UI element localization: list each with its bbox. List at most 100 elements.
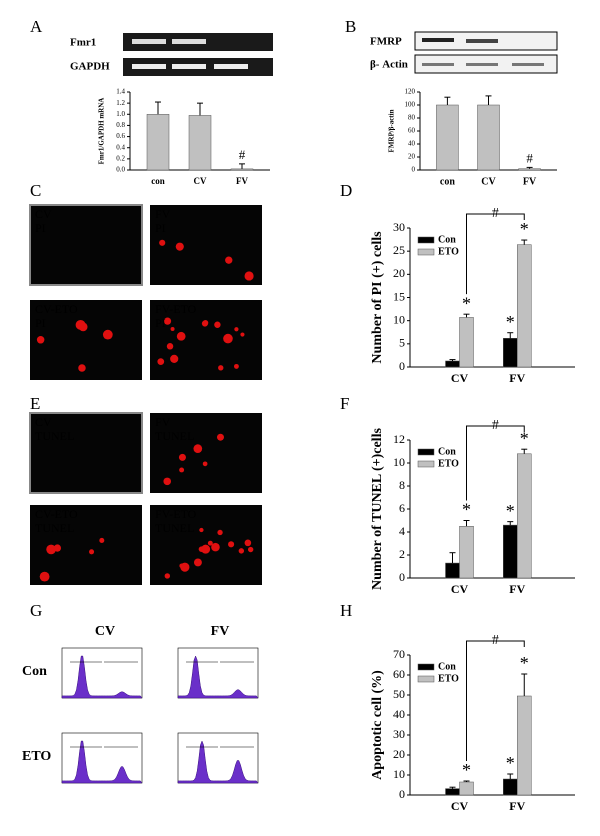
y-tick-label: 0.6 — [116, 132, 125, 140]
legend-label: ETO — [438, 246, 459, 257]
y-tick-label: 70 — [393, 647, 405, 661]
cell — [46, 544, 56, 555]
bar — [517, 695, 532, 796]
image-stain: TUNEL — [155, 429, 194, 443]
cell — [234, 327, 239, 332]
cell — [201, 320, 208, 327]
significance-marker: * — [520, 428, 529, 448]
cell — [157, 358, 165, 365]
cell — [99, 537, 105, 543]
y-tick-label: 50 — [393, 687, 405, 701]
y-tick-label: 0 — [399, 570, 405, 584]
panel-label: B — [345, 17, 356, 36]
band — [422, 63, 454, 66]
y-tick-label: 10 — [393, 455, 405, 469]
gel-label: FMRP — [370, 36, 402, 48]
bracket-label: # — [492, 418, 499, 433]
histogram — [61, 740, 143, 784]
row-label: ETO — [22, 749, 51, 764]
significance-marker: * — [462, 760, 471, 780]
y-axis-label: Number of PI (+) cells — [370, 231, 385, 364]
cell — [244, 539, 252, 547]
bar — [230, 168, 254, 171]
legend-swatch — [417, 248, 435, 256]
band — [422, 38, 454, 42]
column-label: CV — [95, 624, 115, 639]
histogram — [177, 655, 259, 699]
cell — [178, 453, 186, 461]
y-tick-label: 0 — [399, 787, 405, 801]
y-tick-label: 20 — [393, 266, 405, 280]
y-tick-label: 20 — [408, 153, 416, 161]
y-tick-label: 5 — [399, 336, 405, 350]
significance-marker: * — [506, 312, 515, 332]
x-tick-label: CV — [481, 176, 496, 187]
x-tick-label: FV — [236, 176, 248, 186]
image-stain: PI — [155, 221, 166, 235]
cell — [89, 549, 95, 555]
bar — [146, 114, 170, 171]
cell — [193, 558, 202, 567]
image-stain: TUNEL — [35, 521, 74, 535]
image-stain: TUNEL — [155, 521, 194, 535]
histogram — [177, 740, 259, 784]
y-tick-label: 100 — [405, 101, 416, 109]
y-tick-label: 80 — [408, 114, 416, 122]
micrograph — [30, 505, 142, 585]
cell — [159, 239, 166, 246]
bar — [503, 524, 518, 579]
image-stain: PI — [35, 221, 46, 235]
band — [132, 64, 166, 69]
legend-swatch — [417, 675, 435, 683]
cell — [198, 546, 205, 552]
panel-label: D — [340, 181, 352, 200]
y-tick-label: 1.0 — [116, 110, 125, 118]
micrograph — [150, 205, 262, 285]
legend-label: Con — [438, 446, 456, 457]
image-label: FV-ETO — [155, 302, 197, 316]
bar — [459, 526, 474, 579]
cell — [176, 331, 186, 341]
micrograph — [150, 300, 262, 380]
y-axis-label: FMRP/β-actin — [388, 109, 396, 152]
cell — [179, 467, 185, 473]
band — [466, 63, 498, 66]
bracket-label: # — [492, 206, 499, 221]
cell — [247, 546, 254, 553]
row-label: Con — [22, 664, 47, 679]
y-tick-label: 15 — [393, 289, 405, 303]
bracket-label: # — [492, 633, 499, 648]
bar — [517, 453, 532, 579]
panel-label: H — [340, 601, 352, 620]
panel-label: F — [340, 394, 349, 413]
legend-swatch — [417, 236, 435, 244]
y-tick-label: 20 — [393, 747, 405, 761]
image-stain: PI — [155, 316, 166, 330]
cell — [78, 322, 88, 332]
y-tick-label: 60 — [393, 667, 405, 681]
histogram — [61, 655, 143, 699]
y-axis-label: Apoptotic cell (%) — [370, 670, 385, 780]
legend-swatch — [417, 663, 435, 671]
image-label: CV — [35, 207, 52, 221]
legend-label: Con — [438, 234, 456, 245]
y-tick-label: 10 — [393, 312, 405, 326]
y-tick-label: 8 — [399, 478, 405, 492]
y-tick-label: 0 — [412, 166, 416, 174]
cell — [166, 343, 174, 350]
cell — [39, 571, 50, 582]
y-tick-label: 12 — [393, 432, 405, 446]
cell — [201, 544, 211, 554]
bar — [445, 788, 460, 796]
cell — [170, 354, 179, 363]
image-label: CV-ETO — [35, 507, 78, 521]
y-tick-label: 30 — [393, 220, 405, 234]
legend-swatch — [417, 448, 435, 456]
panel-label: A — [30, 17, 43, 36]
y-tick-label: 60 — [408, 127, 416, 135]
image-label: FV — [155, 415, 171, 429]
y-tick-label: 0.2 — [116, 154, 125, 162]
band — [466, 39, 498, 43]
cell — [211, 542, 220, 552]
micrograph — [29, 412, 143, 494]
